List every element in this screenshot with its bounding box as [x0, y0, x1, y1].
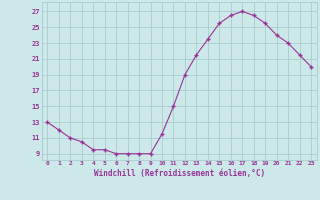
X-axis label: Windchill (Refroidissement éolien,°C): Windchill (Refroidissement éolien,°C)	[94, 169, 265, 178]
